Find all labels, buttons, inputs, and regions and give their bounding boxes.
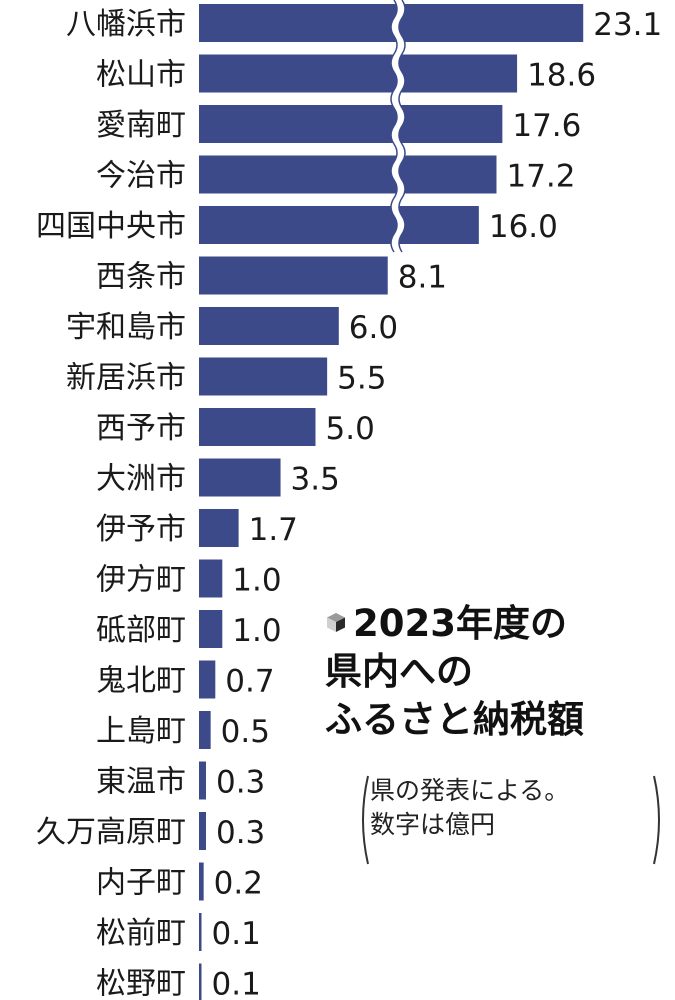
bar — [199, 509, 239, 547]
category-label: 西条市 — [96, 260, 186, 295]
category-label: 今治市 — [96, 159, 186, 194]
bar — [199, 357, 328, 396]
value-label: 5.0 — [326, 411, 375, 447]
value-label: 8.1 — [398, 260, 447, 296]
bar — [199, 256, 388, 295]
category-label: 新居浜市 — [66, 361, 186, 396]
axis-break-gap — [391, 0, 405, 254]
bar — [199, 660, 216, 699]
value-label: 23.1 — [593, 7, 662, 43]
value-label: 0.1 — [212, 967, 261, 1000]
category-label: 伊方町 — [96, 563, 186, 598]
axis-break-line-right — [398, 0, 406, 253]
category-label: 松山市 — [96, 58, 186, 93]
bar — [199, 711, 211, 749]
value-label: 6.0 — [349, 310, 398, 346]
bar — [199, 206, 479, 244]
title-line-3: ふるさと納税額 — [325, 698, 584, 741]
value-label: 16.0 — [489, 209, 558, 245]
bar — [199, 812, 206, 850]
bar — [199, 913, 202, 951]
value-label: 17.6 — [512, 108, 581, 144]
category-label: 伊予市 — [96, 512, 186, 547]
bar — [199, 761, 206, 800]
bar — [199, 408, 316, 446]
value-label: 1.0 — [232, 563, 281, 599]
value-label: 1.7 — [249, 512, 298, 548]
category-label: 上島町 — [96, 714, 186, 749]
value-label: 0.5 — [221, 714, 270, 750]
value-label: 0.3 — [216, 765, 265, 801]
bar — [199, 559, 223, 598]
category-label: 大洲市 — [96, 462, 186, 497]
category-label: 砥部町 — [96, 613, 186, 648]
bar — [199, 155, 497, 194]
value-label: 17.2 — [506, 159, 575, 195]
category-label: 四国中央市 — [36, 209, 186, 244]
bar — [199, 105, 503, 143]
value-label: 3.5 — [291, 462, 340, 498]
bar — [199, 963, 202, 1000]
title-line-2: 県内への — [325, 650, 473, 693]
category-label: 内子町 — [96, 866, 186, 901]
chart-title: 2023年度の 県内への ふるさと納税額 — [325, 600, 670, 744]
category-label: 松前町 — [96, 916, 186, 951]
note-line-1: 県の発表による。 — [370, 776, 570, 805]
bar — [199, 54, 518, 93]
category-label: 宇和島市 — [66, 310, 186, 345]
bar — [199, 307, 339, 345]
bar — [199, 862, 204, 901]
category-label: 松野町 — [96, 967, 186, 1000]
value-label: 18.6 — [527, 58, 596, 94]
value-label: 1.0 — [232, 613, 281, 649]
value-label: 0.1 — [212, 916, 261, 952]
category-label: 愛南町 — [96, 108, 186, 143]
right-paren — [653, 775, 660, 865]
left-paren — [362, 775, 369, 865]
category-label: 八幡浜市 — [66, 7, 186, 42]
category-label: 鬼北町 — [96, 664, 186, 699]
cube-icon — [327, 612, 345, 632]
value-label: 0.2 — [214, 866, 263, 902]
category-label: 西予市 — [96, 411, 186, 446]
value-label: 0.3 — [216, 815, 265, 851]
category-label: 東温市 — [96, 765, 186, 800]
value-label: 5.5 — [337, 361, 386, 397]
bar — [199, 610, 223, 648]
source-note: 県の発表による。 数字は億円 — [356, 774, 666, 870]
title-line-1: 2023年度の — [353, 602, 567, 645]
axis-break-line-left — [390, 0, 398, 253]
category-label: 久万高原町 — [36, 815, 186, 850]
note-line-2: 数字は億円 — [370, 810, 496, 839]
value-label: 0.7 — [225, 664, 274, 700]
bar — [199, 458, 281, 497]
